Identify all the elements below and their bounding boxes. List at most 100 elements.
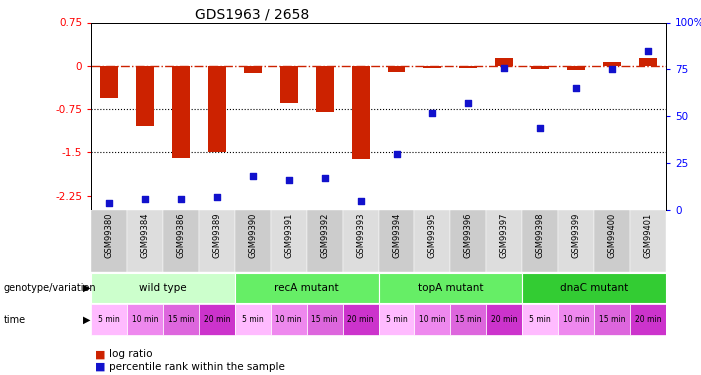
Bar <box>603 62 621 66</box>
Text: GSM99397: GSM99397 <box>500 213 509 258</box>
Point <box>535 124 546 130</box>
Bar <box>558 210 594 272</box>
Point <box>104 200 115 206</box>
Text: GSM99399: GSM99399 <box>571 213 580 258</box>
Text: dnaC mutant: dnaC mutant <box>560 283 628 293</box>
Point <box>175 196 186 202</box>
Text: GSM99395: GSM99395 <box>428 213 437 258</box>
Bar <box>136 66 154 126</box>
Bar <box>235 304 271 335</box>
Text: time: time <box>4 315 26 325</box>
Text: log ratio: log ratio <box>109 350 152 359</box>
Text: ▶: ▶ <box>83 315 90 325</box>
Point <box>463 100 474 106</box>
Text: GSM99394: GSM99394 <box>392 213 401 258</box>
Point <box>571 85 582 91</box>
Bar <box>379 273 522 303</box>
Bar <box>343 210 379 272</box>
Text: 10 min: 10 min <box>132 315 158 324</box>
Text: recA mutant: recA mutant <box>274 283 339 293</box>
Bar <box>127 210 163 272</box>
Text: GDS1963 / 2658: GDS1963 / 2658 <box>195 8 309 21</box>
Bar <box>522 210 558 272</box>
Bar <box>352 66 369 159</box>
Text: GSM99401: GSM99401 <box>644 213 653 258</box>
Bar <box>244 66 261 73</box>
Text: GSM99391: GSM99391 <box>284 213 293 258</box>
Point <box>283 177 294 183</box>
Bar <box>91 273 235 303</box>
Text: GSM99392: GSM99392 <box>320 213 329 258</box>
Bar <box>522 273 666 303</box>
Bar <box>450 304 486 335</box>
Point <box>319 175 330 181</box>
Text: 10 min: 10 min <box>275 315 302 324</box>
Bar <box>199 210 235 272</box>
Text: GSM99384: GSM99384 <box>140 213 149 258</box>
Bar <box>163 210 199 272</box>
Text: 15 min: 15 min <box>455 315 482 324</box>
Point <box>139 196 151 202</box>
Bar <box>379 210 414 272</box>
Text: GSM99400: GSM99400 <box>608 213 617 258</box>
Text: 15 min: 15 min <box>311 315 338 324</box>
Point <box>355 198 366 204</box>
Text: 5 min: 5 min <box>529 315 551 324</box>
Bar <box>594 304 630 335</box>
Text: GSM99390: GSM99390 <box>248 213 257 258</box>
Bar <box>486 210 522 272</box>
Text: genotype/variation: genotype/variation <box>4 283 96 293</box>
Bar <box>235 273 379 303</box>
Bar <box>271 210 307 272</box>
Bar <box>208 66 226 152</box>
Bar <box>91 210 127 272</box>
Bar <box>307 210 343 272</box>
Bar <box>307 304 343 335</box>
Bar <box>100 66 118 98</box>
Bar <box>639 58 657 66</box>
Bar <box>271 304 307 335</box>
Text: 20 min: 20 min <box>491 315 517 324</box>
Bar <box>486 304 522 335</box>
Bar <box>280 66 298 103</box>
Bar <box>423 66 442 68</box>
Text: GSM99398: GSM99398 <box>536 213 545 258</box>
Text: 10 min: 10 min <box>563 315 590 324</box>
Text: 20 min: 20 min <box>634 315 661 324</box>
Point <box>211 194 222 200</box>
Bar <box>594 210 630 272</box>
Point <box>427 110 438 116</box>
Text: 15 min: 15 min <box>599 315 625 324</box>
Text: 5 min: 5 min <box>242 315 264 324</box>
Text: 15 min: 15 min <box>168 315 194 324</box>
Point <box>606 66 618 72</box>
Point <box>498 64 510 70</box>
Text: 20 min: 20 min <box>203 315 230 324</box>
Bar <box>235 210 271 272</box>
Text: GSM99386: GSM99386 <box>177 213 186 258</box>
Bar <box>567 66 585 70</box>
Text: GSM99389: GSM99389 <box>212 213 222 258</box>
Bar <box>127 304 163 335</box>
Bar <box>414 304 450 335</box>
Bar <box>91 304 127 335</box>
Text: GSM99396: GSM99396 <box>464 213 473 258</box>
Text: ■: ■ <box>95 362 105 372</box>
Point <box>642 48 653 54</box>
Text: 10 min: 10 min <box>419 315 446 324</box>
Bar <box>522 304 558 335</box>
Bar <box>343 304 379 335</box>
Text: ▶: ▶ <box>83 283 90 293</box>
Point <box>391 151 402 157</box>
Bar <box>163 304 199 335</box>
Bar <box>630 304 666 335</box>
Text: percentile rank within the sample: percentile rank within the sample <box>109 362 285 372</box>
Bar <box>450 210 486 272</box>
Text: topA mutant: topA mutant <box>418 283 483 293</box>
Point <box>247 173 259 179</box>
Text: 5 min: 5 min <box>98 315 120 324</box>
Bar <box>414 210 450 272</box>
Text: ■: ■ <box>95 350 105 359</box>
Text: GSM99380: GSM99380 <box>104 213 114 258</box>
Bar <box>172 66 190 158</box>
